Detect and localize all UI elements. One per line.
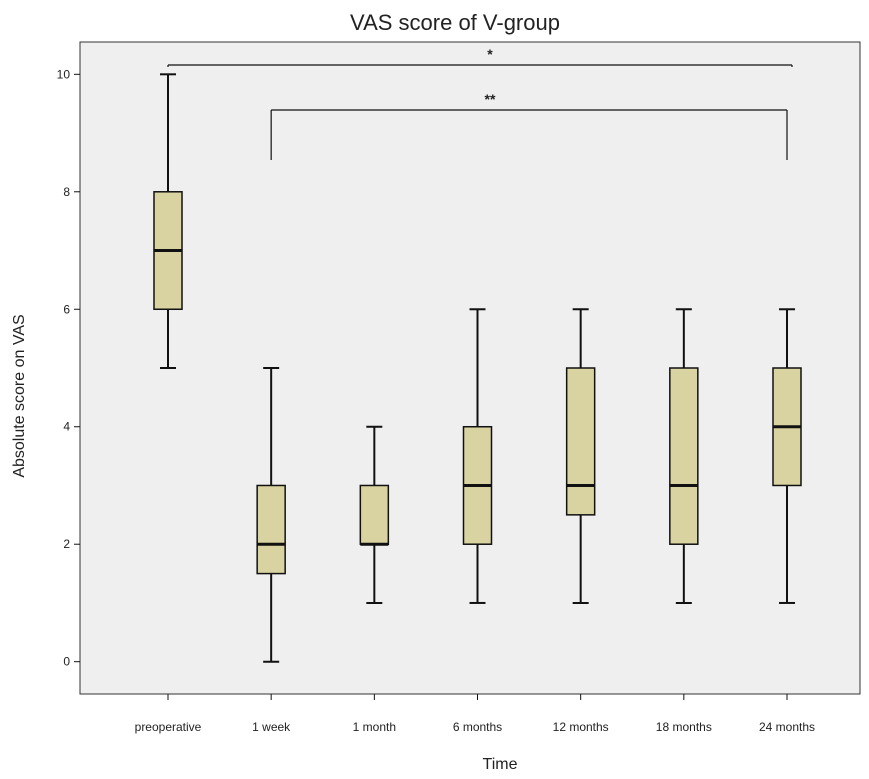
x-tick-label: 1 month <box>353 720 396 734</box>
y-tick-label: 0 <box>63 655 70 669</box>
significance-label: ** <box>485 91 496 107</box>
x-tick-label: 6 months <box>453 720 502 734</box>
box-group <box>359 425 390 604</box>
significance-bracket: * <box>167 46 793 67</box>
significance-label: * <box>487 46 493 62</box>
box-group <box>669 308 699 604</box>
box-iqr <box>669 367 699 545</box>
box-iqr <box>256 484 286 575</box>
x-tick-label: 18 months <box>656 720 712 734</box>
x-axis-title: Time <box>483 756 518 773</box>
box-group <box>565 308 596 604</box>
significance-bracket: ** <box>270 91 788 160</box>
x-tick-label: preoperative <box>135 720 202 734</box>
box-iqr <box>359 484 390 545</box>
y-tick-label: 4 <box>63 420 70 434</box>
x-tick-label: 12 months <box>553 720 609 734</box>
y-axis-title: Absolute score on VAS <box>11 314 28 477</box>
plot-area <box>79 41 861 695</box>
box-group <box>462 308 493 604</box>
significance-layer: *** <box>167 46 793 160</box>
y-tick-label: 10 <box>57 67 71 81</box>
box-group <box>153 73 183 369</box>
x-tick-label: 1 week <box>252 720 291 734</box>
box-iqr <box>565 367 596 516</box>
box-group <box>772 308 802 604</box>
y-tick-label: 2 <box>63 537 70 551</box>
boxes-layer <box>153 73 802 663</box>
box-group <box>256 367 286 663</box>
x-axis: preoperative 1 week 1 month 6 months 12 mont… <box>135 694 815 734</box>
y-axis: 0 2 4 6 8 10 <box>57 67 80 669</box>
x-tick-label: 24 months <box>759 720 815 734</box>
y-tick-label: 8 <box>63 185 70 199</box>
chart-title: VAS score of V-group <box>350 10 560 35</box>
y-tick-label: 6 <box>63 302 70 316</box>
